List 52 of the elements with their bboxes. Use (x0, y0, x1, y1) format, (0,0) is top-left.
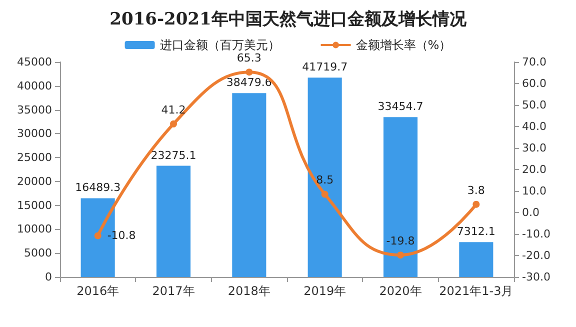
x-tick-label: 2019年 (304, 284, 346, 298)
y2-tick-label: 0.0 (522, 206, 540, 219)
point (321, 190, 328, 198)
data-label: 65.3 (236, 52, 262, 65)
point (246, 68, 253, 76)
y-tick-label: 15000 (17, 198, 52, 212)
legend-label: 进口金额（百万美元） (160, 38, 280, 52)
y2-tick-label: -10.0 (522, 228, 550, 240)
y2-tick-label: -20.0 (522, 249, 550, 262)
y2-tick-label: 10.0 (522, 184, 546, 198)
data-label: -19.8 (386, 234, 415, 248)
y-tick-label: 10000 (17, 222, 52, 236)
y-tick-label: 0 (45, 270, 52, 284)
data-label: 8.5 (316, 174, 334, 187)
bar (383, 117, 418, 277)
x-tick-label: 2021年1-3月 (439, 284, 514, 298)
y-tick-label: 35000 (17, 103, 52, 116)
x-tick-label: 2017年 (152, 284, 195, 298)
point (94, 232, 102, 240)
y2-tick-label: 50.0 (522, 98, 546, 112)
data-label: 3.8 (467, 184, 485, 197)
point (472, 200, 480, 208)
y-tick-label: 5000 (24, 246, 52, 260)
data-label: 7312.1 (456, 225, 496, 238)
bar (232, 93, 266, 277)
y2-tick-label: 60.0 (522, 77, 546, 90)
bar (156, 166, 191, 277)
y2-tick-label: 40.0 (522, 120, 546, 133)
data-label: 23275.1 (150, 148, 196, 162)
y2-tick-label: -30.0 (522, 270, 550, 284)
data-label: 33454.7 (378, 100, 424, 114)
y-tick-label: 40000 (17, 79, 52, 92)
x-tick-label: 2020年 (379, 284, 422, 298)
y2-tick-label: 70.0 (522, 56, 546, 68)
point (397, 252, 404, 259)
data-label: 41.2 (161, 103, 186, 116)
y-tick-label: 25000 (17, 151, 52, 164)
y-tick-label: 20000 (17, 174, 52, 188)
data-label: 16489.3 (75, 181, 121, 194)
data-label: 38479.6 (226, 76, 272, 90)
y2-tick-label: 20.0 (522, 163, 546, 176)
y2-tick-label: 30.0 (522, 142, 546, 154)
chart-title: 2016-2021年中国天然气进口金额及增长情况 (110, 10, 468, 30)
y-tick-label: 30000 (17, 127, 52, 140)
y-tick-label: 45000 (17, 56, 52, 68)
legend-label: 金额增长率（%） (356, 38, 452, 52)
x-tick-label: 2018年 (228, 284, 270, 298)
data-label: 41719.7 (302, 60, 348, 74)
bar (459, 242, 494, 277)
bar (308, 78, 342, 277)
point (170, 120, 177, 128)
x-tick-label: 2016年 (76, 284, 120, 298)
